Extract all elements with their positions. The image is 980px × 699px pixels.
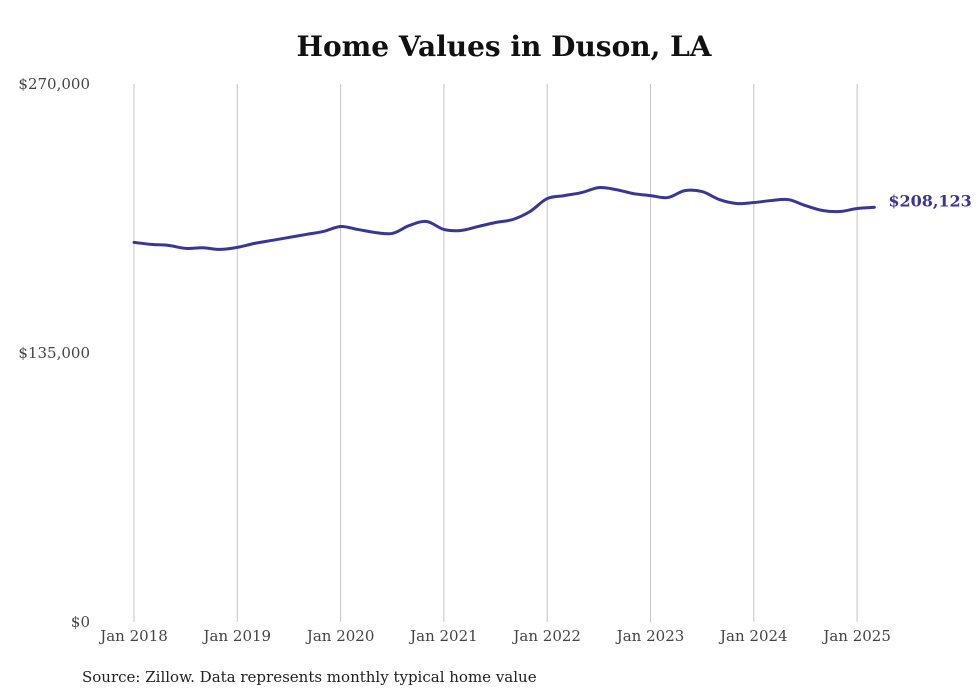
source-note: Source: Zillow. Data represents monthly … [82, 668, 537, 686]
x-tick-label: Jan 2025 [821, 627, 891, 645]
x-tick-label: Jan 2022 [511, 627, 581, 645]
x-tick-label: Jan 2023 [615, 627, 685, 645]
x-tick-label: Jan 2020 [305, 627, 375, 645]
y-tick-label: $0 [71, 613, 90, 631]
gridlines [133, 84, 858, 622]
y-tick-label: $135,000 [18, 344, 90, 362]
x-tick-label: Jan 2021 [408, 627, 478, 645]
y-tick-label: $270,000 [18, 75, 90, 93]
x-tick-label: Jan 2019 [202, 627, 272, 645]
x-tick-label: Jan 2024 [718, 627, 788, 645]
chart-title: Home Values in Duson, LA [296, 30, 712, 63]
y-axis-labels: $0 $135,000 $270,000 [18, 75, 90, 631]
x-axis-labels: Jan 2018 Jan 2019 Jan 2020 Jan 2021 Jan 2022… [98, 627, 891, 645]
home-value-line [132, 186, 876, 251]
x-tick-label: Jan 2018 [98, 627, 168, 645]
end-value-label: $208,123 [888, 191, 972, 210]
